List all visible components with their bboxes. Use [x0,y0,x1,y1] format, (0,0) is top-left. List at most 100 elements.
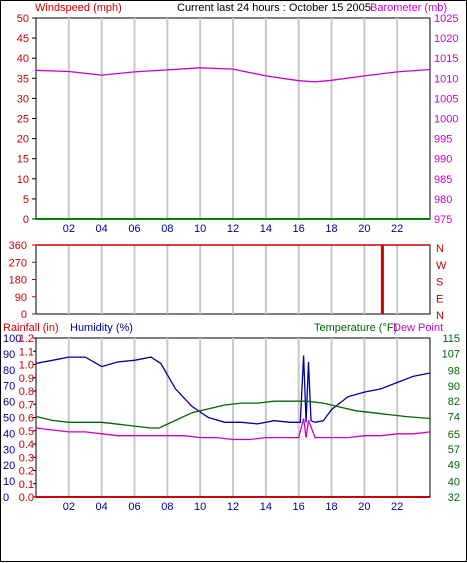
panel-2-rainfall-tick-label: 0.4 [19,439,34,451]
chart-title: Current last 24 hours : October 15 2005 [177,2,371,14]
panel-0-y-left-tick-label: 40 [17,53,29,65]
panel-2-rainfall-tick-label: 0.0 [19,492,34,504]
panel-2-humidity-tick-label: 40 [3,428,15,440]
panel-1-y-right-tick-label: E [436,293,443,305]
panel-2-x-tick-label: 22 [391,501,403,513]
panel-0-x-tick-label: 12 [227,223,239,235]
panel-0-y-right-tick-label: 1000 [434,114,458,126]
panel-2-rainfall-tick-label: 0.5 [19,426,34,438]
temperature-axis-title: Temperature (°F) [314,322,397,334]
panel-0-y-left-tick-label: 10 [17,174,29,186]
panel-0-y-right-tick-label: 1025 [434,13,458,25]
panel-0-y-left-tick-label: 50 [17,13,29,25]
panel-0-y-left-tick-label: 25 [17,114,29,126]
panel-0-y-left-tick-label: 35 [17,73,29,85]
panel-2-temperature-tick-label: 115 [442,333,460,345]
panel-2-rainfall-tick-label: 1.2 [19,333,34,345]
panel-2-rainfall-tick-label: 0.2 [19,466,34,478]
series-barometer [35,67,431,83]
panel-2-humidity-tick-label: 80 [3,365,15,377]
humidity-axis-title: Humidity (%) [70,322,133,334]
barometer-axis-title: Barometer (mb) [370,2,447,14]
panel-2-x-tick-label: 10 [194,501,206,513]
panel-2-humidity-tick-label: 10 [3,476,15,488]
panel-2-rainfall-tick-label: 1.1 [19,346,34,358]
panel-2-humidity-tick-label: 0 [3,492,9,504]
panel-2-temperature-tick-label: 98 [448,366,460,378]
panel-0-y-right-tick-label: 995 [434,134,452,146]
panel-0-y-right-tick-label: 985 [434,174,452,186]
panel-2-rainfall-tick-label: 0.6 [19,413,34,425]
series-dewpoint [35,418,431,441]
panel-0-y-right-tick-label: 1020 [434,33,458,45]
panel-0-y-right-tick-label: 1010 [434,73,458,85]
panel-1-y-left-tick-label: 360 [9,240,27,252]
panel-0-y-left-tick-label: 20 [17,134,29,146]
panel-2-humidity-tick-label: 30 [3,444,15,456]
panel-2-x-tick-label: 06 [128,501,140,513]
panel-0-y-right-tick-label: 980 [434,194,452,206]
panel-1-y-right-tick-label: N [436,243,444,255]
panel-2-temperature-tick-label: 57 [448,444,460,456]
panel-0-x-tick-label: 18 [325,223,337,235]
panel-1-y-left-tick-label: 180 [9,275,27,287]
panel-2-x-tick-label: 08 [161,501,173,513]
panel-0-y-right-tick-label: 990 [434,154,452,166]
panel-0-y-right-tick-label: 1005 [434,93,458,105]
panel-2-x-tick-label: 12 [227,501,239,513]
panel-2-x-tick-label: 02 [63,501,75,513]
panel-2-x-tick-label: 18 [325,501,337,513]
panel-1-y-left-tick-label: 0 [21,309,27,321]
panel-0-y-right-tick-label: 975 [434,214,452,226]
panel-2-humidity-tick-label: 90 [3,349,15,361]
panel-0-y-right-tick-label: 1015 [434,53,458,65]
panel-2-temperature-tick-label: 32 [448,492,460,504]
panel-1-y-left-tick-label: 270 [9,257,27,269]
panel-0-y-left-tick-label: 30 [17,93,29,105]
panel-0-x-tick-label: 20 [358,223,370,235]
panel-2-rainfall-tick-label: 0.9 [19,373,34,385]
panel-2-temperature-tick-label: 82 [448,396,460,408]
dewpoint-axis-title: Dew Point [393,322,443,334]
panel-0-x-tick-label: 06 [128,223,140,235]
panel-1-y-right-tick-label: N [436,310,444,322]
panel-0-x-tick-label: 10 [194,223,206,235]
panel-2-temperature-tick-label: 65 [448,429,460,441]
panel-2-humidity-tick-label: 50 [3,413,15,425]
panel-2-x-tick-label: 14 [260,501,272,513]
panel-2-temperature-tick-label: 40 [448,477,460,489]
panel-2-humidity-tick-label: 60 [3,397,15,409]
panel-2-rainfall-tick-label: 0.3 [19,452,34,464]
panel-2-rainfall-tick-label: 0.8 [19,386,34,398]
panel-0-x-tick-label: 04 [96,223,108,235]
panel-2-temperature-tick-label: 49 [448,459,460,471]
panel-0-x-tick-label: 02 [63,223,75,235]
panel-1-y-right-tick-label: S [436,277,443,289]
panel-2-humidity-tick-label: 100 [3,333,21,345]
series-humidity [35,355,431,425]
panel-2-temperature-tick-label: 74 [448,412,460,424]
panel-1-y-left-tick-label: 90 [15,292,27,304]
panel-1-y-right-tick-label: W [436,260,447,272]
panel-0-x-tick-label: 14 [260,223,272,235]
panel-0-y-left-tick-label: 5 [23,194,29,206]
panel-0-y-left-tick-label: 0 [23,214,29,226]
windspeed-axis-title: Windspeed (mph) [35,2,122,14]
panel-0-y-left-tick-label: 45 [17,33,29,45]
panel-0-x-tick-label: 16 [293,223,305,235]
panel-0-x-tick-label: 08 [161,223,173,235]
series-temperature [35,400,431,429]
panel-2-humidity-tick-label: 20 [3,460,15,472]
panel-2-rainfall-tick-label: 0.7 [19,399,34,411]
panel-0-y-left-tick-label: 15 [17,154,29,166]
panel-2-temperature-tick-label: 107 [442,348,460,360]
panel-0-x-tick-label: 22 [391,223,403,235]
panel-2-x-tick-label: 16 [293,501,305,513]
panel-2-rainfall-tick-label: 0.1 [19,479,34,491]
panel-2-x-tick-label: 20 [358,501,370,513]
panel-2-rainfall-tick-label: 1.0 [19,360,34,372]
rainfall-axis-title: Rainfall (in) [3,322,59,334]
panel-2-humidity-tick-label: 70 [3,381,15,393]
